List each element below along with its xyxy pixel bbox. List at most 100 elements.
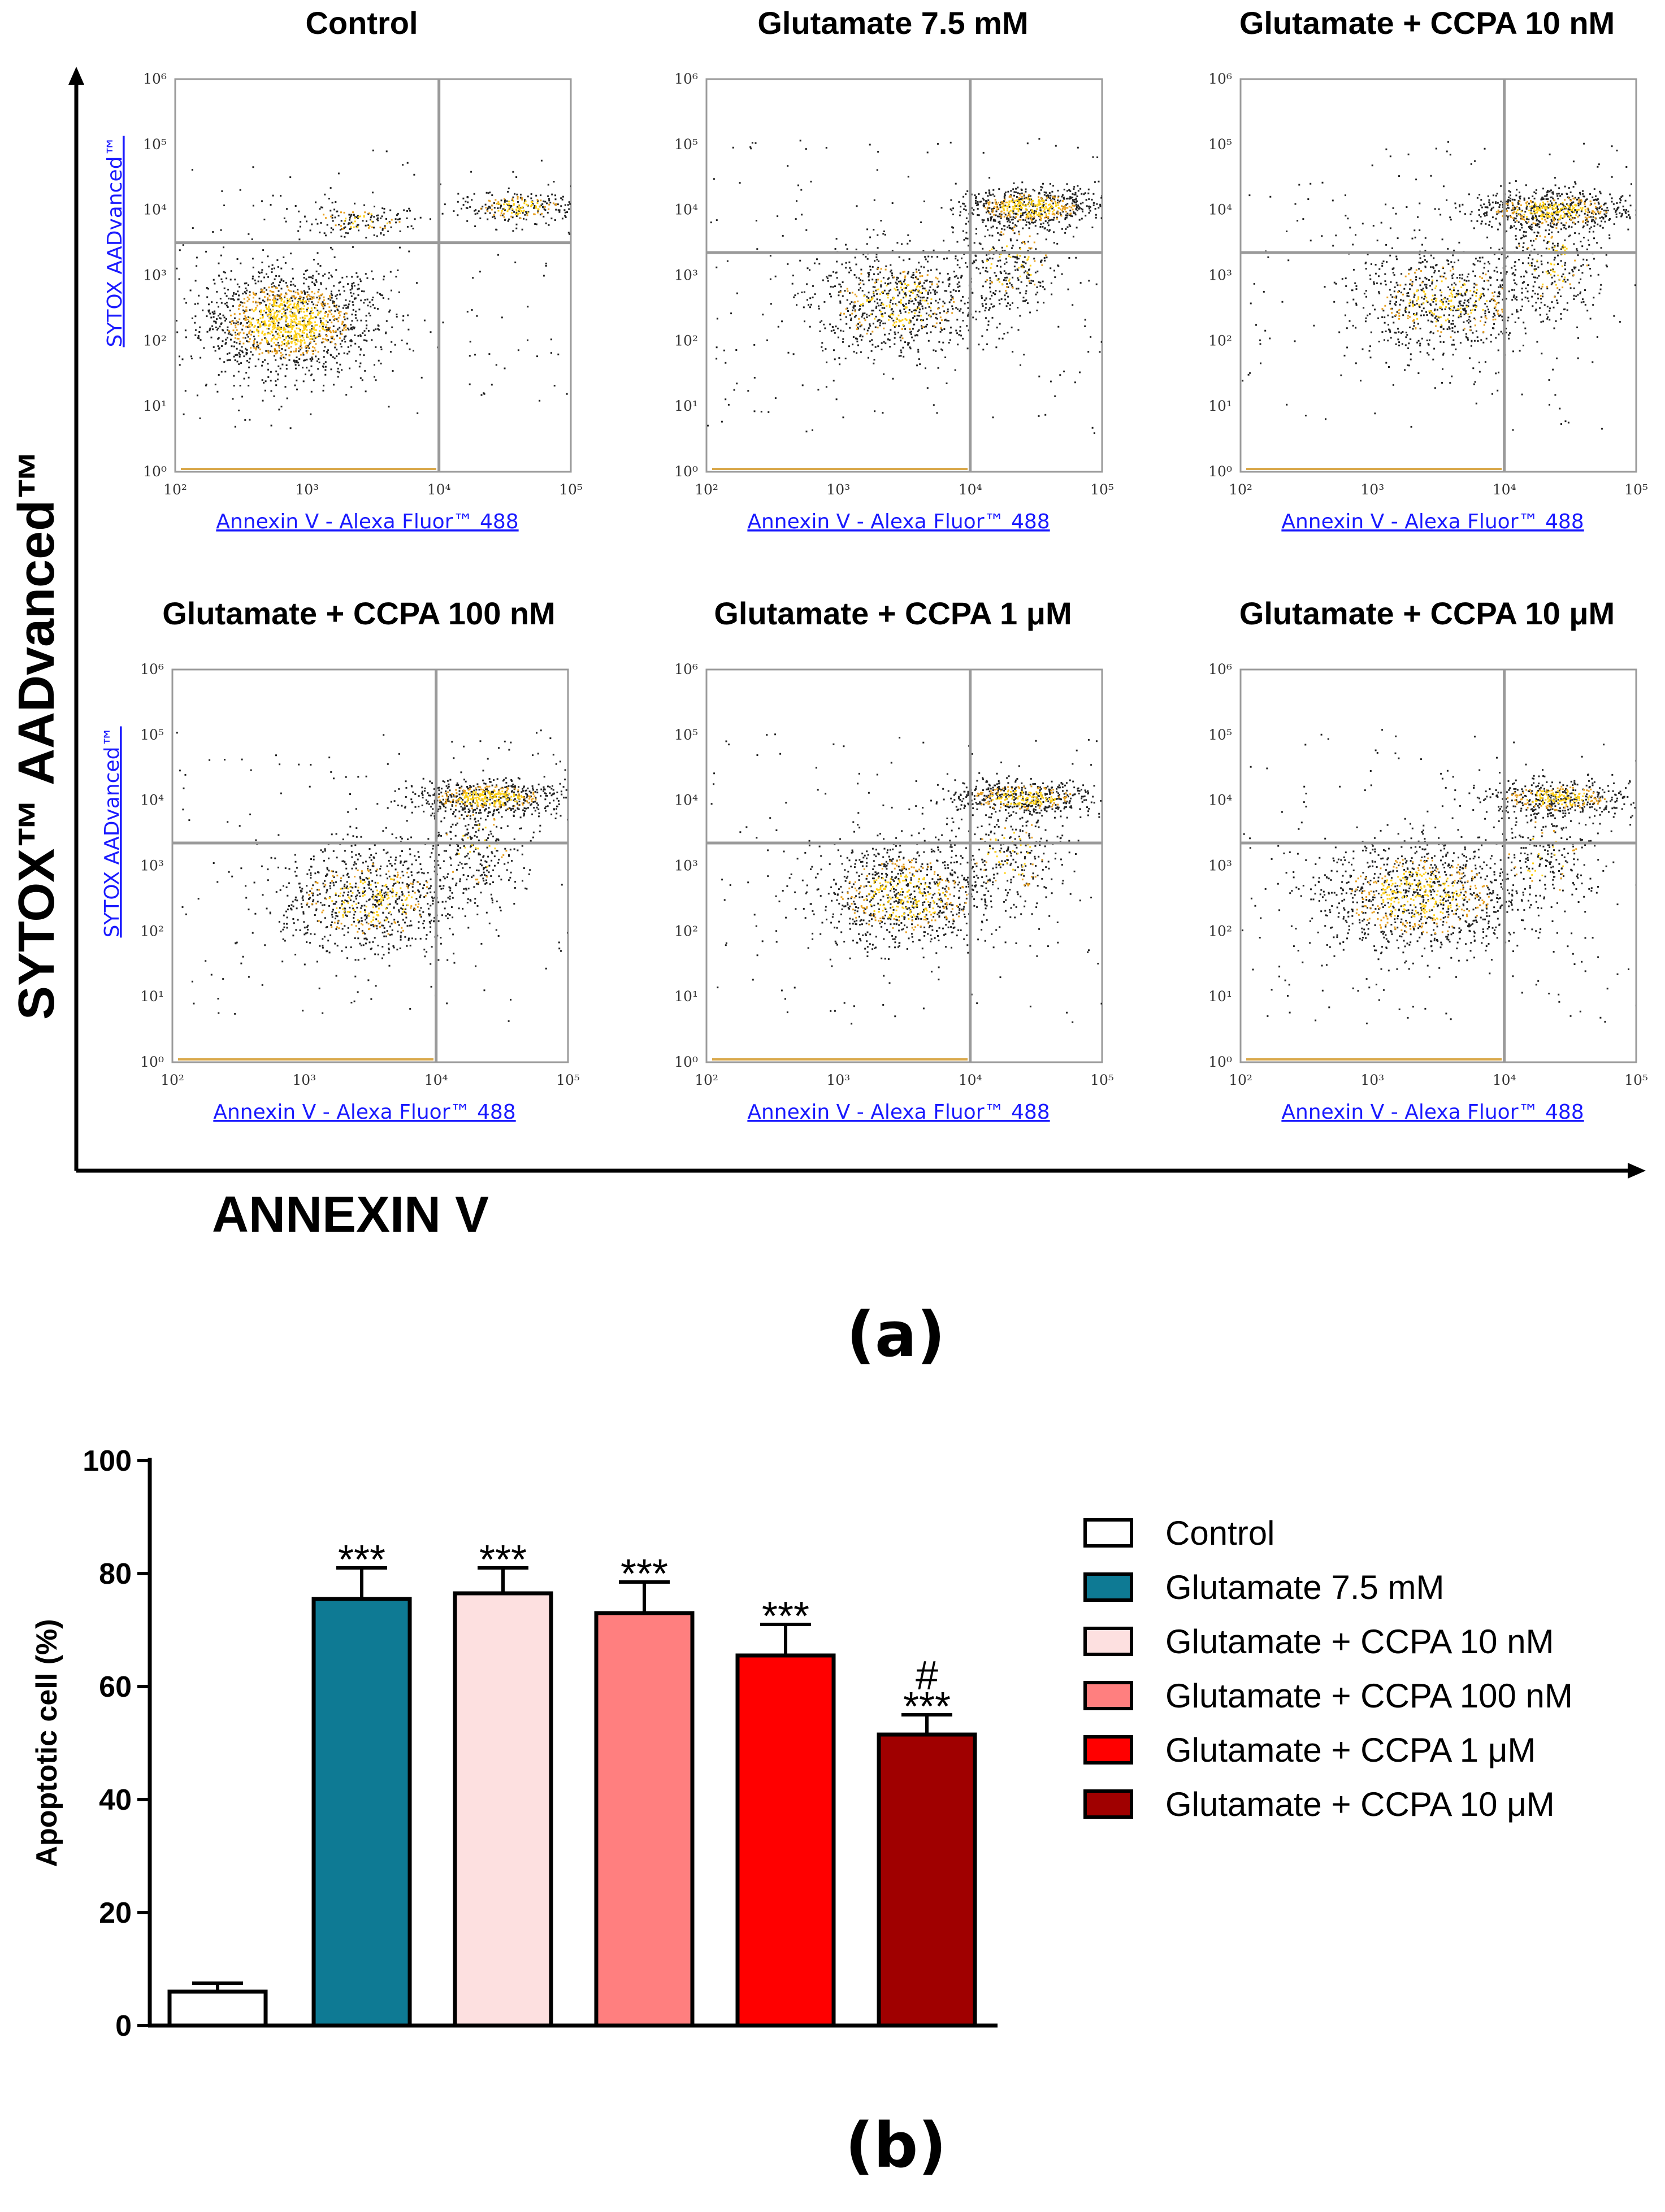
flow-x-label[interactable]: Annexin V - Alexa Fluor™ 488: [213, 1101, 515, 1124]
flow-x-tick: 10⁴: [959, 481, 982, 498]
flow-y-tick: 10²: [674, 332, 698, 349]
legend-swatch: [1083, 1735, 1133, 1765]
flow-y-tick: 10⁶: [674, 661, 698, 677]
flow-x-tick: 10⁵: [1090, 1072, 1114, 1088]
flow-y-tick: 10²: [143, 332, 167, 349]
flow-y-label[interactable]: SYTOX AADvanced™: [103, 136, 127, 347]
flow-plot-frame: [705, 668, 1103, 1063]
bar-y-tick-label: 20: [99, 1897, 132, 1929]
legend-swatch: [1083, 1789, 1133, 1819]
flow-x-label[interactable]: Annexin V - Alexa Fluor™ 488: [747, 510, 1050, 533]
flow-events-dense: [1380, 790, 1590, 920]
flow-x-tick: 10³: [1360, 481, 1384, 498]
panel-b-label: (b): [845, 2109, 946, 2181]
flow-panel: Glutamate + CCPA 10 nM 10⁰ 10¹ 10² 10³ 10⁴ 10⁵…: [1208, 5, 1648, 533]
flow-x-tick: 10⁴: [1493, 481, 1516, 498]
bar: [311, 1597, 412, 2028]
flow-panel-title: Glutamate + CCPA 10 nM: [1239, 5, 1615, 41]
flow-y-tick: 10⁶: [1208, 661, 1232, 677]
flow-y-tick: 10³: [140, 858, 164, 874]
legend-label: Control: [1165, 1514, 1274, 1552]
significance-hash: #: [916, 1653, 938, 1698]
legend-label: Glutamate + CCPA 10 μM: [1165, 1785, 1555, 1823]
flow-y-tick: 10⁵: [143, 136, 167, 153]
legend-label: Glutamate + CCPA 100 nM: [1165, 1677, 1573, 1715]
flow-x-tick: 10³: [826, 1072, 850, 1088]
flow-y-tick: 10⁰: [1208, 463, 1232, 480]
flow-y-tick: 10⁶: [140, 661, 164, 677]
bar-y-tick-label: 0: [115, 2010, 132, 2042]
flow-y-tick: 10³: [1208, 858, 1232, 874]
flow-events-mid: [228, 195, 557, 359]
flow-y-tick: 10¹: [140, 988, 164, 1005]
flow-x-tick: 10²: [1229, 481, 1252, 498]
flow-y-tick: 10⁴: [674, 202, 698, 218]
flow-y-tick: 10²: [1208, 923, 1232, 939]
flow-events: [176, 149, 571, 429]
flow-x-tick: 10⁵: [1624, 1072, 1648, 1088]
flow-y-tick: 10¹: [674, 988, 698, 1005]
flow-y-tick: 10⁰: [674, 1054, 698, 1070]
legend-swatch: [1083, 1681, 1133, 1710]
legend-swatch: [1083, 1518, 1133, 1548]
flow-x-label[interactable]: Annexin V - Alexa Fluor™ 488: [216, 510, 518, 533]
flow-x-tick: 10²: [695, 1072, 718, 1088]
flow-x-tick: 10²: [1229, 1072, 1252, 1088]
flow-y-tick: 10³: [143, 267, 167, 284]
flow-y-tick: 10⁵: [1208, 727, 1232, 743]
flow-y-tick: 10⁵: [674, 136, 698, 153]
significance-stars: ***: [338, 1537, 385, 1583]
flow-y-tick: 10⁰: [143, 463, 167, 480]
significance-stars: ***: [621, 1552, 668, 1597]
flow-x-tick: 10⁴: [424, 1072, 448, 1088]
flow-y-tick: 10⁶: [143, 71, 167, 87]
flow-x-label[interactable]: Annexin V - Alexa Fluor™ 488: [1281, 510, 1584, 533]
flow-y-label[interactable]: SYTOX AADvanced™: [101, 727, 124, 938]
bar: [453, 1591, 553, 2028]
overall-y-axis-arrow: [68, 67, 84, 85]
flow-y-tick: 10³: [674, 858, 698, 874]
flow-events: [1242, 141, 1636, 431]
flow-y-tick: 10⁰: [1208, 1054, 1232, 1070]
flow-y-tick: 10²: [140, 923, 164, 939]
flow-y-tick: 10¹: [674, 398, 698, 414]
flow-x-tick: 10³: [292, 1072, 316, 1088]
flow-x-tick: 10⁵: [1090, 481, 1114, 498]
flow-panel-title: Control: [305, 5, 418, 41]
flow-y-tick: 10⁴: [140, 792, 164, 809]
flow-x-label[interactable]: Annexin V - Alexa Fluor™ 488: [1281, 1101, 1584, 1124]
flow-x-tick: 10⁴: [959, 1072, 982, 1088]
flow-y-tick: 10⁴: [1208, 202, 1232, 218]
bar: [167, 1989, 268, 2028]
flow-y-tick: 10⁶: [674, 71, 698, 87]
flow-panel: Glutamate + CCPA 100 nM 10⁰ 10¹ 10² 10³ 10⁴ 10…: [101, 596, 580, 1124]
flow-y-tick: 10⁵: [140, 727, 164, 743]
flow-plot-frame: [1239, 78, 1637, 473]
flow-x-label[interactable]: Annexin V - Alexa Fluor™ 488: [747, 1101, 1050, 1124]
bar: [735, 1653, 836, 2028]
flow-events: [710, 733, 1102, 1025]
flow-panel-title: Glutamate + CCPA 10 μM: [1239, 596, 1615, 631]
flow-events: [176, 729, 568, 1022]
flow-plot-frame: [705, 78, 1103, 473]
flow-panel-title: Glutamate + CCPA 1 μM: [714, 596, 1072, 631]
flow-y-tick: 10⁰: [674, 463, 698, 480]
flow-y-tick: 10³: [674, 267, 698, 284]
flow-y-tick: 10²: [1208, 332, 1232, 349]
flow-panels: Control 10⁰ 10¹ 10² 10³ 10⁴ 10⁵ 10⁶ 10² 10³ 10⁴ 10⁵…: [101, 5, 1648, 1124]
overall-x-axis-arrow: [1628, 1163, 1646, 1179]
flow-y-tick: 10¹: [1208, 398, 1232, 414]
flow-panel: Glutamate + CCPA 10 μM 10⁰ 10¹ 10² 10³ 10⁴ 10⁵…: [1208, 596, 1648, 1124]
legend-label: Glutamate + CCPA 10 nM: [1165, 1623, 1554, 1661]
panel-a-label: (a): [847, 1298, 946, 1371]
flow-panel-title: Glutamate + CCPA 100 nM: [162, 596, 556, 631]
flow-x-tick: 10⁵: [556, 1072, 580, 1088]
flow-x-tick: 10³: [826, 481, 850, 498]
flow-panel: Control 10⁰ 10¹ 10² 10³ 10⁴ 10⁵ 10⁶ 10² 10³ 10⁴ 10⁵…: [103, 5, 583, 533]
flow-x-tick: 10²: [163, 481, 187, 498]
flow-events-mid: [1351, 785, 1606, 935]
flow-events-sparse: [176, 729, 568, 1022]
flow-panel-title: Glutamate 7.5 mM: [757, 5, 1028, 41]
overall-x-label: ANNEXIN V: [212, 1187, 489, 1243]
